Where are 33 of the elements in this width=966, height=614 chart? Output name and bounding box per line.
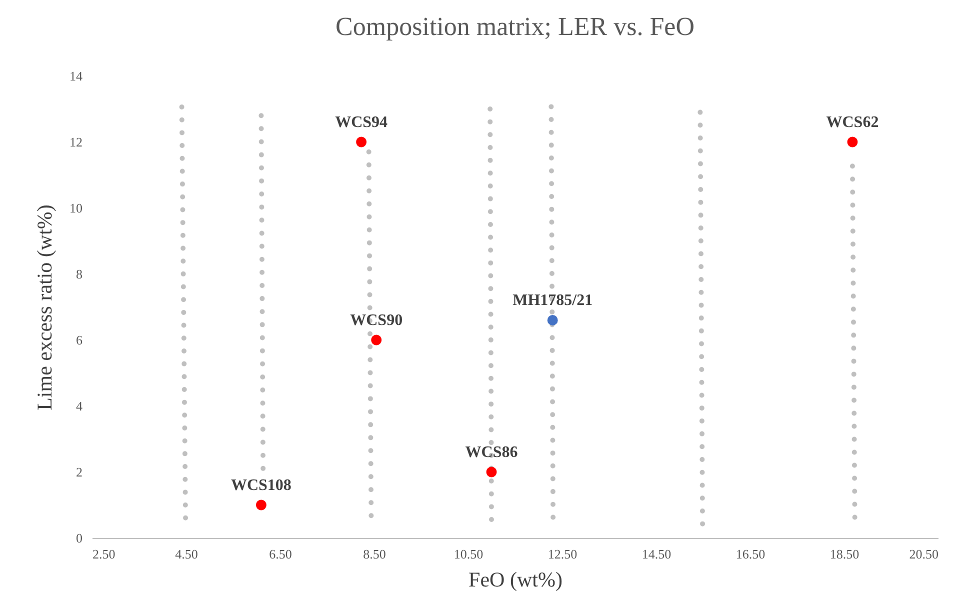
- y-axis-title: Lime excess ratio (wt%): [32, 204, 56, 410]
- y-tick-label: 0: [76, 530, 82, 546]
- x-tick-label: 8.50: [363, 546, 386, 562]
- x-tick-label: 20.50: [909, 546, 938, 562]
- y-tick-label: 14: [70, 68, 83, 84]
- annotation: WCS86: [465, 444, 518, 461]
- point: [256, 500, 266, 510]
- y-tick-label: 4: [76, 398, 83, 414]
- y-tick-label: 12: [70, 134, 82, 150]
- annotation: WCS108: [230, 477, 292, 494]
- annotation: WCS90: [350, 312, 403, 329]
- x-tick-label: 18.50: [830, 546, 860, 562]
- x-tick-label: 10.50: [454, 546, 484, 562]
- point: [547, 314, 558, 326]
- x-tick-label: 6.50: [269, 546, 292, 562]
- point: [486, 466, 497, 478]
- x-tick-label: 4.50: [175, 546, 198, 562]
- point: [847, 136, 858, 148]
- annotation: WCS62: [826, 114, 879, 131]
- x-tick-label: 16.50: [736, 546, 766, 562]
- x-axis-title: FeO (wt%): [468, 568, 562, 592]
- annotation: WCS94: [335, 114, 388, 131]
- x-tick-label: 12.50: [548, 546, 578, 562]
- y-tick-label: 10: [70, 200, 82, 216]
- y-tick-label: 8: [76, 266, 82, 282]
- annotation: MH1785/21: [512, 292, 593, 310]
- chart-title: Composition matrix; LER vs. FeO: [336, 12, 694, 41]
- x-tick-label: 14.50: [642, 546, 672, 562]
- x-tick-label: 2.50: [92, 546, 116, 562]
- point: [356, 136, 367, 148]
- y-tick-label: 6: [76, 332, 83, 348]
- point: [371, 334, 382, 346]
- y-tick-label: 2: [76, 464, 82, 480]
